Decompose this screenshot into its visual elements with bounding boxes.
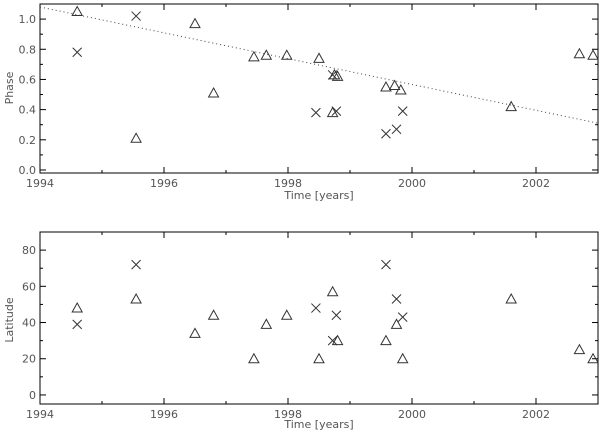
- latitude-panel-y-tick-label: 0: [29, 389, 36, 402]
- phase-panel-y-tick-label: 0.2: [19, 134, 37, 147]
- phase-panel-cross-point: [381, 128, 391, 139]
- latitude-panel-x-tick-label: 1998: [274, 408, 302, 421]
- phase-panel-triangle-point: [248, 50, 260, 62]
- latitude-panel-y-tick-label: 80: [22, 244, 36, 257]
- latitude-panel-triangle-point: [390, 318, 403, 329]
- phase-panel-x-tick-label: 1996: [150, 177, 178, 190]
- latitude-panel-x-tick-label: 1996: [150, 408, 178, 421]
- latitude-panel-y-axis-label: Latitude: [3, 297, 16, 343]
- phase-panel-x-tick-label: 2000: [398, 177, 426, 190]
- phase-panel-trend-line: [39, 6, 599, 124]
- phase-panel-triangle-point: [313, 52, 325, 63]
- phase-panel-cross-point: [391, 124, 402, 135]
- phase-panel-x-tick-label: 1994: [26, 177, 54, 190]
- phase-panel-triangle-point: [573, 47, 586, 59]
- latitude-panel-cross-point: [327, 335, 338, 346]
- latitude-panel-triangle-point: [71, 302, 84, 313]
- latitude-panel-triangle-point: [207, 309, 220, 320]
- latitude-panel-triangle-point: [248, 352, 260, 364]
- phase-panel-y-tick-label: 0.8: [19, 43, 37, 56]
- latitude-panel-cross-point: [72, 319, 83, 330]
- phase-panel-cross-point: [327, 70, 338, 80]
- phase-panel-cross-point: [72, 47, 83, 58]
- latitude-panel-triangle-point: [587, 352, 599, 364]
- latitude-panel-triangle-point: [189, 327, 201, 338]
- phase-panel-y-tick-label: 1.0: [19, 13, 37, 26]
- latitude-panel-cross-point: [397, 312, 408, 322]
- phase-panel-cross-point: [311, 107, 321, 118]
- phase-panel-cross-point: [397, 106, 408, 116]
- latitude-panel-triangle-point: [396, 352, 409, 364]
- latitude-panel-triangle-point: [573, 343, 586, 355]
- latitude-panel-x-tick-label: 1994: [26, 408, 54, 421]
- latitude-panel-triangle-point: [331, 334, 344, 346]
- phase-panel-y-tick-label: 0.0: [19, 164, 37, 177]
- phase-panel-x-axis-label: Time [years]: [283, 189, 353, 202]
- phase-panel-triangle-point: [587, 49, 599, 60]
- phase-panel-x-tick-label: 2002: [522, 177, 550, 190]
- latitude-panel-plot-frame: [39, 231, 599, 405]
- latitude-panel-y-tick-label: 60: [22, 280, 36, 293]
- latitude-panel-cross-point: [381, 259, 391, 270]
- phase-panel-triangle-point: [207, 86, 220, 98]
- phase-panel-triangle-point: [260, 49, 273, 60]
- phase-panel-triangle-point: [505, 100, 518, 112]
- phase-panel-triangle-point: [331, 70, 344, 81]
- phase-panel-triangle-point: [388, 79, 401, 90]
- latitude-panel-x-axis-label: Time [years]: [283, 418, 353, 431]
- latitude-panel: Time [years] Latitude 1994 1996 1998 2000 20…: [3, 231, 599, 431]
- phase-panel-triangle-point: [380, 80, 392, 92]
- phase-panel-triangle-point: [280, 49, 293, 60]
- phase-panel-cross-point: [131, 11, 141, 21]
- phase-panel-x-tick-label: 1998: [274, 177, 302, 190]
- latitude-panel-triangle-point: [505, 292, 518, 304]
- phase-panel-y-tick-label: 0.6: [19, 73, 37, 86]
- latitude-panel-triangle-point: [380, 334, 392, 346]
- latitude-panel-x-tick-label: 2002: [522, 408, 550, 421]
- phase-panel-plot-frame: [39, 3, 599, 174]
- phase-panel-cross-point: [331, 106, 342, 116]
- latitude-panel-triangle-point: [326, 285, 339, 297]
- latitude-panel-cross-point: [311, 303, 321, 313]
- phase-panel-triangle-point: [130, 132, 142, 143]
- phase-panel: Time [years] Phase 1994 1996 1998 2000 2002 0…: [3, 3, 599, 202]
- latitude-panel-cross-point: [331, 310, 342, 321]
- phase-panel-y-axis-label: Phase: [3, 71, 16, 104]
- latitude-panel-triangle-point: [313, 352, 325, 364]
- latitude-panel-triangle-point: [280, 309, 293, 320]
- latitude-panel-triangle-point: [260, 318, 273, 329]
- phase-panel-triangle-point: [71, 5, 84, 17]
- latitude-panel-cross-point: [391, 294, 402, 304]
- latitude-panel-x-tick-label: 2000: [398, 408, 426, 421]
- latitude-panel-triangle-point: [130, 292, 142, 304]
- latitude-panel-y-tick-label: 20: [22, 353, 36, 366]
- latitude-panel-cross-point: [131, 259, 141, 270]
- phase-panel-triangle-point: [394, 83, 407, 95]
- phase-panel-triangle-point: [189, 17, 201, 29]
- phase-panel-y-tick-label: 0.4: [19, 104, 37, 117]
- latitude-panel-y-tick-label: 40: [22, 317, 36, 330]
